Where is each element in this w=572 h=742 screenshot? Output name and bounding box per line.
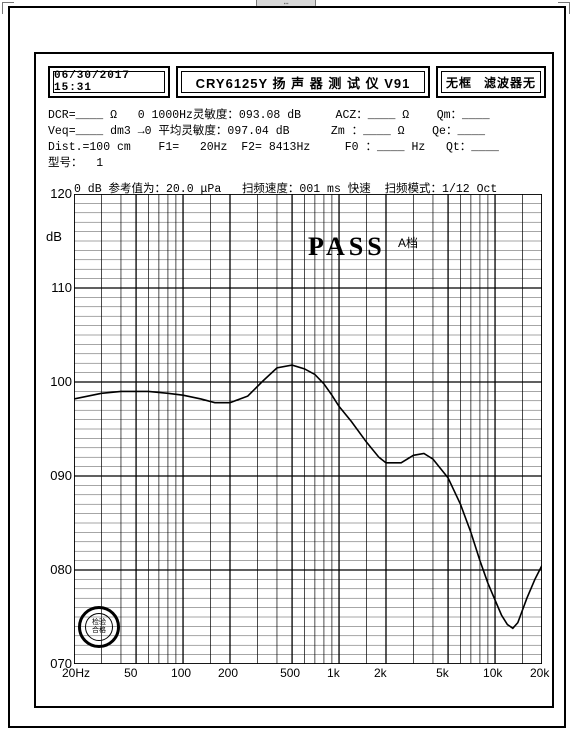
x-tick-label: 100: [171, 666, 191, 680]
x-tick-label: 50: [124, 666, 137, 680]
parameters-block: DCR=____ Ω 0 1000Hz灵敏度：093.08 dB ACZ：___…: [48, 108, 540, 172]
pass-grade: A档: [398, 234, 418, 251]
x-tick-label: 20k: [530, 666, 549, 680]
x-tick-label: 500: [280, 666, 300, 680]
x-tick-label: 1k: [327, 666, 340, 680]
y-unit-label: dB: [46, 229, 62, 244]
header-right-b: 滤波器无: [484, 74, 536, 91]
header-right-box: 无框 滤波器无: [436, 66, 546, 98]
param-line-1: DCR=____ Ω 0 1000Hz灵敏度：093.08 dB ACZ：___…: [48, 109, 490, 122]
param-line-4: 型号： 1: [48, 157, 103, 170]
y-tick-label: 100: [46, 374, 72, 389]
header-datetime: 06/30/2017 15:31: [54, 70, 164, 94]
header-datetime-box: 06/30/2017 15:31: [48, 66, 170, 98]
header-title: CRY6125Y 扬 声 器 测 试 仪 V91: [196, 73, 411, 92]
x-tick-label: 20Hz: [62, 666, 90, 680]
x-tick-label: 200: [218, 666, 238, 680]
report-page: 06/30/2017 15:31 CRY6125Y 扬 声 器 测 试 仪 V9…: [34, 52, 554, 708]
x-tick-label: 2k: [374, 666, 387, 680]
header-right-a: 无框: [446, 74, 472, 91]
param-line-3: Dist.=100 cm F1= 20Hz F2= 8413Hz F0 ：___…: [48, 141, 499, 154]
pass-label: PASS: [308, 232, 386, 262]
frequency-response-chart: [74, 194, 542, 664]
x-tick-label: 5k: [436, 666, 449, 680]
y-tick-label: 090: [46, 468, 72, 483]
x-tick-label: 10k: [483, 666, 502, 680]
approval-stamp-icon: 检验合格: [78, 606, 120, 648]
y-tick-label: 110: [46, 280, 72, 295]
y-tick-label: 080: [46, 562, 72, 577]
header-title-box: CRY6125Y 扬 声 器 测 试 仪 V91: [176, 66, 430, 98]
param-line-2: Veq=____ dm3 →0 平均灵敏度：097.04 dB Zm ：____…: [48, 125, 485, 138]
y-tick-label: 120: [46, 186, 72, 201]
outer-frame: 06/30/2017 15:31 CRY6125Y 扬 声 器 测 试 仪 V9…: [8, 6, 566, 728]
